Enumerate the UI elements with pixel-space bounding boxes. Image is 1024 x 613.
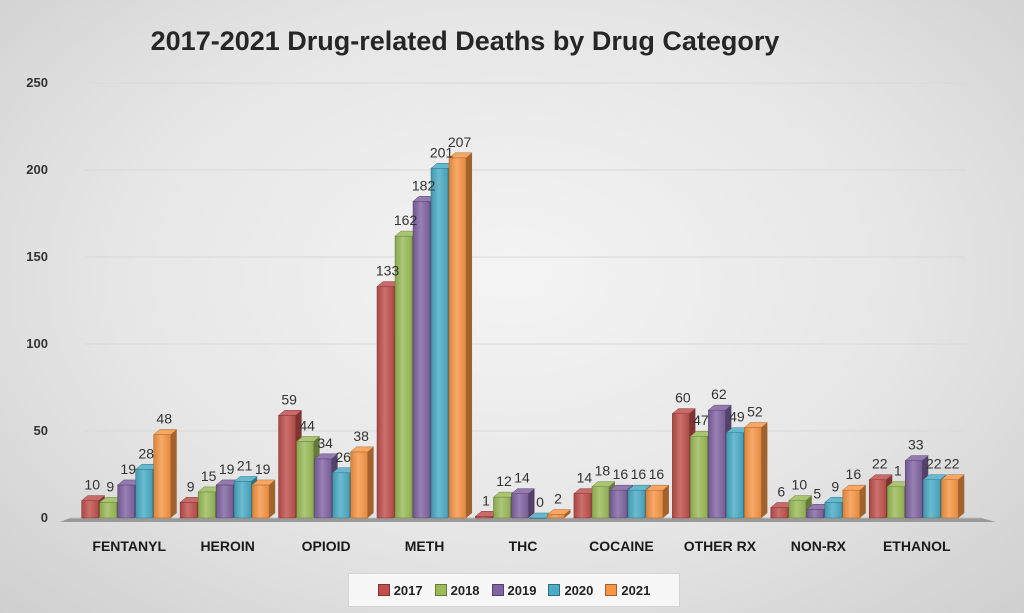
y-tick-label: 150	[26, 249, 48, 264]
data-label: 10	[84, 477, 100, 493]
legend-item-2017: 2017	[377, 582, 423, 598]
data-label: 1	[482, 492, 490, 508]
legend-swatch	[434, 584, 447, 596]
data-label: 16	[649, 466, 665, 482]
chart-title: 2017-2021 Drug-related Deaths by Drug Ca…	[150, 26, 780, 56]
legend-item-2019: 2019	[491, 582, 537, 598]
data-label: 19	[255, 461, 271, 477]
bar-opioid-2021	[349, 446, 375, 519]
data-label: 62	[711, 386, 727, 402]
chart-floor	[60, 517, 996, 522]
x-category-label: METH	[405, 538, 445, 554]
data-label: 49	[729, 409, 745, 425]
bar-ethanol-2021	[940, 474, 965, 519]
data-label: 9	[106, 478, 114, 494]
x-category-label: OTHER RX	[684, 538, 757, 554]
data-label: 9	[831, 478, 839, 494]
data-label: 33	[908, 437, 924, 453]
y-tick-label: 50	[34, 423, 48, 438]
y-tick-label: 100	[26, 336, 48, 351]
x-category-label: THC	[509, 538, 538, 554]
bar-heroin-2021	[251, 479, 276, 519]
data-label: 14	[577, 470, 593, 486]
data-label: 52	[747, 404, 763, 420]
bar-non-rx-2018	[788, 495, 813, 519]
chart-floor-plane	[60, 518, 996, 522]
data-label: 0	[536, 494, 544, 510]
legend-label: 2017	[393, 582, 423, 598]
legend-swatch	[605, 584, 618, 596]
x-category-label: NON-RX	[791, 538, 847, 554]
legend-label: 2020	[564, 582, 594, 598]
data-label: 47	[693, 412, 709, 428]
bar-thc-2019	[510, 488, 536, 519]
data-label: 34	[317, 435, 333, 451]
data-label: 6	[777, 484, 785, 500]
data-label: 2	[554, 491, 562, 507]
data-label: 162	[394, 212, 418, 228]
data-label: 16	[631, 466, 647, 482]
bar-other-rx-2021	[743, 422, 769, 519]
y-tick-label: 0	[41, 510, 48, 525]
data-label: 18	[595, 463, 611, 479]
bar-thc-2021	[546, 509, 572, 519]
y-tick-label: 250	[26, 75, 48, 90]
bar-meth-2021	[448, 152, 473, 519]
bars	[81, 152, 965, 519]
data-label: 182	[412, 177, 436, 193]
x-category-label: HEROIN	[200, 538, 254, 554]
bar-non-rx-2021	[842, 484, 867, 519]
data-label: 22	[926, 456, 942, 472]
y-tick-label: 200	[26, 162, 48, 177]
data-label: 48	[156, 410, 172, 426]
x-category-label: ETHANOL	[883, 538, 951, 554]
legend-item-2020: 2020	[548, 583, 593, 598]
data-label: 28	[138, 445, 154, 461]
legend-item-2021: 2021	[605, 583, 650, 598]
data-label: 12	[496, 473, 512, 489]
legend-label: 2019	[507, 582, 537, 598]
data-label: 16	[613, 466, 629, 482]
bar-fentanyl-2021	[153, 429, 178, 519]
legend: 2017 2018 2019 2020 2021	[348, 573, 680, 607]
data-label: 1	[894, 463, 902, 479]
legend-label: 2021	[621, 582, 651, 598]
data-label: 38	[353, 428, 369, 444]
bar-thc-2020	[528, 512, 554, 519]
x-category-label: COCAINE	[589, 538, 654, 554]
data-label: 15	[201, 468, 217, 484]
legend-item-2018: 2018	[434, 582, 480, 598]
x-category-label: FENTANYL	[92, 538, 166, 554]
data-label: 19	[219, 461, 235, 477]
data-label: 133	[376, 263, 400, 279]
data-label: 22	[944, 456, 960, 472]
data-label: 201	[430, 144, 454, 160]
data-label: 19	[120, 461, 136, 477]
legend-swatch	[491, 584, 504, 596]
data-label: 60	[675, 390, 691, 406]
data-label: 59	[281, 391, 297, 407]
data-label: 21	[237, 457, 253, 473]
data-label: 26	[335, 449, 351, 465]
legend-swatch	[548, 584, 561, 596]
legend-swatch	[377, 584, 390, 596]
data-label: 10	[792, 477, 808, 493]
data-label: 14	[514, 470, 530, 486]
bar-cocaine-2021	[645, 484, 670, 519]
data-label: 44	[299, 417, 315, 433]
legend-label: 2018	[450, 582, 480, 598]
data-label: 22	[872, 456, 888, 472]
gridlines	[85, 82, 966, 432]
data-label: 5	[813, 485, 821, 501]
x-category-label: OPIOID	[302, 538, 351, 554]
data-label: 9	[187, 478, 195, 494]
data-label: 207	[448, 134, 472, 150]
data-label: 16	[846, 466, 862, 482]
